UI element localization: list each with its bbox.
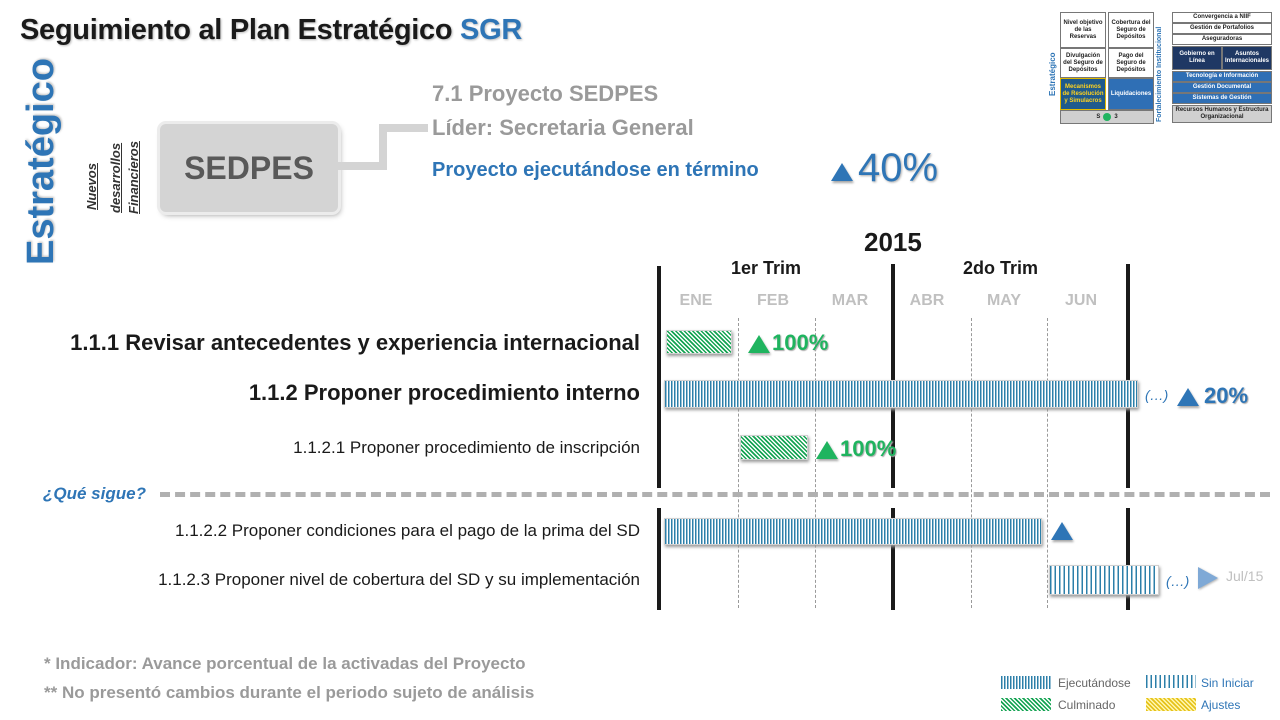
month-label: MAR [831, 292, 869, 309]
grid-line-quarter [891, 508, 895, 610]
up-triangle-icon [816, 441, 838, 459]
map-item: Tecnología e Información [1172, 71, 1272, 82]
map-cell: Nivel objetivo de las Reservas [1060, 12, 1106, 48]
task-bar-executing [664, 518, 1042, 545]
category-line-3: Financieros [126, 141, 141, 214]
category-line-1: Nuevos [84, 163, 99, 210]
status-up-triangle-icon [831, 163, 853, 181]
map-status-dot-icon [1103, 113, 1112, 121]
map-bottom-bar: S 3 [1060, 110, 1154, 124]
category-line-2: desarrollos [108, 142, 123, 213]
grid-line-month [971, 318, 972, 608]
legend-not-started: Sin Iniciar [1201, 676, 1254, 690]
grid-line-month [738, 318, 739, 608]
project-progress: 40% [858, 146, 939, 190]
map-item: Gobierno en Línea [1172, 46, 1222, 70]
timeline-year: 2015 [864, 227, 922, 257]
up-triangle-icon [748, 335, 770, 353]
vertical-section-title: Estratégico [20, 58, 62, 265]
title-accent: SGR [460, 14, 522, 46]
month-label: ABR [909, 292, 945, 309]
map-cell: Pago del Seguro de Depósitos [1108, 48, 1154, 78]
map-item: Sistemas de Gestión [1172, 93, 1272, 104]
project-status: Proyecto ejecutándose en término [432, 159, 759, 181]
quarter-1: 1er Trim [731, 258, 802, 278]
map-bottom-right: 3 [1114, 113, 1118, 120]
strategic-map-thumbnail: Estratégico Nivel objetivo de las Reserv… [1046, 8, 1274, 124]
legend-swatch-executing [1001, 676, 1051, 689]
month-label: MAY [986, 292, 1022, 309]
legend-executing: Ejecutándose [1058, 676, 1131, 690]
grid-line-end [1126, 264, 1130, 488]
task-label: 1.1.2.3 Proponer nivel de cobertura del … [158, 570, 640, 589]
connector-line [338, 124, 428, 170]
task-bar-executing [664, 380, 1138, 408]
play-arrow-icon [1198, 567, 1218, 589]
map-right-vertical: Fortalecimiento Institucional [1156, 26, 1163, 122]
month-label: FEB [757, 292, 789, 309]
up-triangle-icon [1051, 522, 1073, 540]
map-item: Gestión Documental [1172, 82, 1272, 93]
grid-line-end [1126, 508, 1130, 610]
quarter-2: 2do Trim [963, 258, 1039, 278]
task-pct: 100% [840, 436, 897, 461]
legend-swatch-not-started [1146, 675, 1196, 688]
project-leader: Líder: Secretaria General [432, 115, 694, 140]
page-title: Seguimiento al Plan Estratégico SGR [20, 14, 522, 47]
task-ellipsis: (…) [1166, 573, 1190, 589]
task-bar-done [740, 435, 808, 460]
map-left-vertical: Estratégico [1048, 52, 1057, 96]
task-label: 1.1.1 Revisar antecedentes y experiencia… [70, 330, 640, 355]
map-item: Recursos Humanos y Estructura Organizaci… [1172, 105, 1272, 123]
map-item: Gestión de Portafolios [1172, 23, 1272, 34]
map-cell: Cobertura del Seguro de Depósitos [1108, 12, 1154, 48]
up-triangle-icon [1177, 388, 1199, 406]
next-steps-label: ¿Qué sigue? [43, 484, 146, 503]
project-name: 7.1 Proyecto SEDPES [432, 81, 659, 106]
task-label: 1.1.2.2 Proponer condiciones para el pag… [175, 521, 640, 540]
task-ellipsis: (…) [1145, 387, 1169, 403]
grid-line-month [1047, 318, 1048, 608]
legend-done: Culminado [1058, 698, 1116, 712]
task-label: 1.1.2.1 Proponer procedimiento de inscri… [293, 438, 640, 457]
task-bar-not-started [1049, 565, 1159, 595]
grid-line-start [657, 266, 661, 488]
task-bar-done [666, 330, 732, 354]
footnote-2: ** No presentó cambios durante el period… [44, 683, 535, 702]
next-steps-divider [160, 492, 1270, 497]
task-pct: 100% [772, 330, 829, 355]
grid-line-start [657, 508, 661, 610]
month-label: ENE [679, 292, 713, 309]
project-box: SEDPES [160, 124, 338, 212]
footnote-1: * Indicador: Avance porcentual de la act… [44, 654, 526, 673]
end-date-label: Jul/15 [1226, 568, 1264, 584]
task-pct: 20% [1204, 383, 1249, 408]
project-box-label: SEDPES [184, 149, 314, 186]
title-main: Seguimiento al Plan Estratégico [20, 14, 453, 46]
map-item: Aseguradoras [1172, 34, 1272, 45]
map-item: Asuntos Internacionales [1222, 46, 1272, 70]
map-cell-highlight: Mecanismos de Resolución y Simulacros [1060, 78, 1106, 110]
task-label: 1.1.2 Proponer procedimiento interno [248, 380, 640, 405]
legend-adjust: Ajustes [1201, 698, 1241, 712]
grid-line-quarter [891, 264, 895, 488]
map-item: Convergencia a NIIF [1172, 12, 1272, 23]
month-label: JUN [1064, 292, 1097, 309]
grid-line-month [815, 318, 816, 608]
legend-swatch-done [1001, 698, 1051, 711]
legend-swatch-adjust [1146, 698, 1196, 711]
map-bottom-left: S [1096, 113, 1101, 120]
map-cell: Liquidaciones [1108, 78, 1154, 110]
map-cell: Divulgación del Seguro de Depósitos [1060, 48, 1106, 78]
